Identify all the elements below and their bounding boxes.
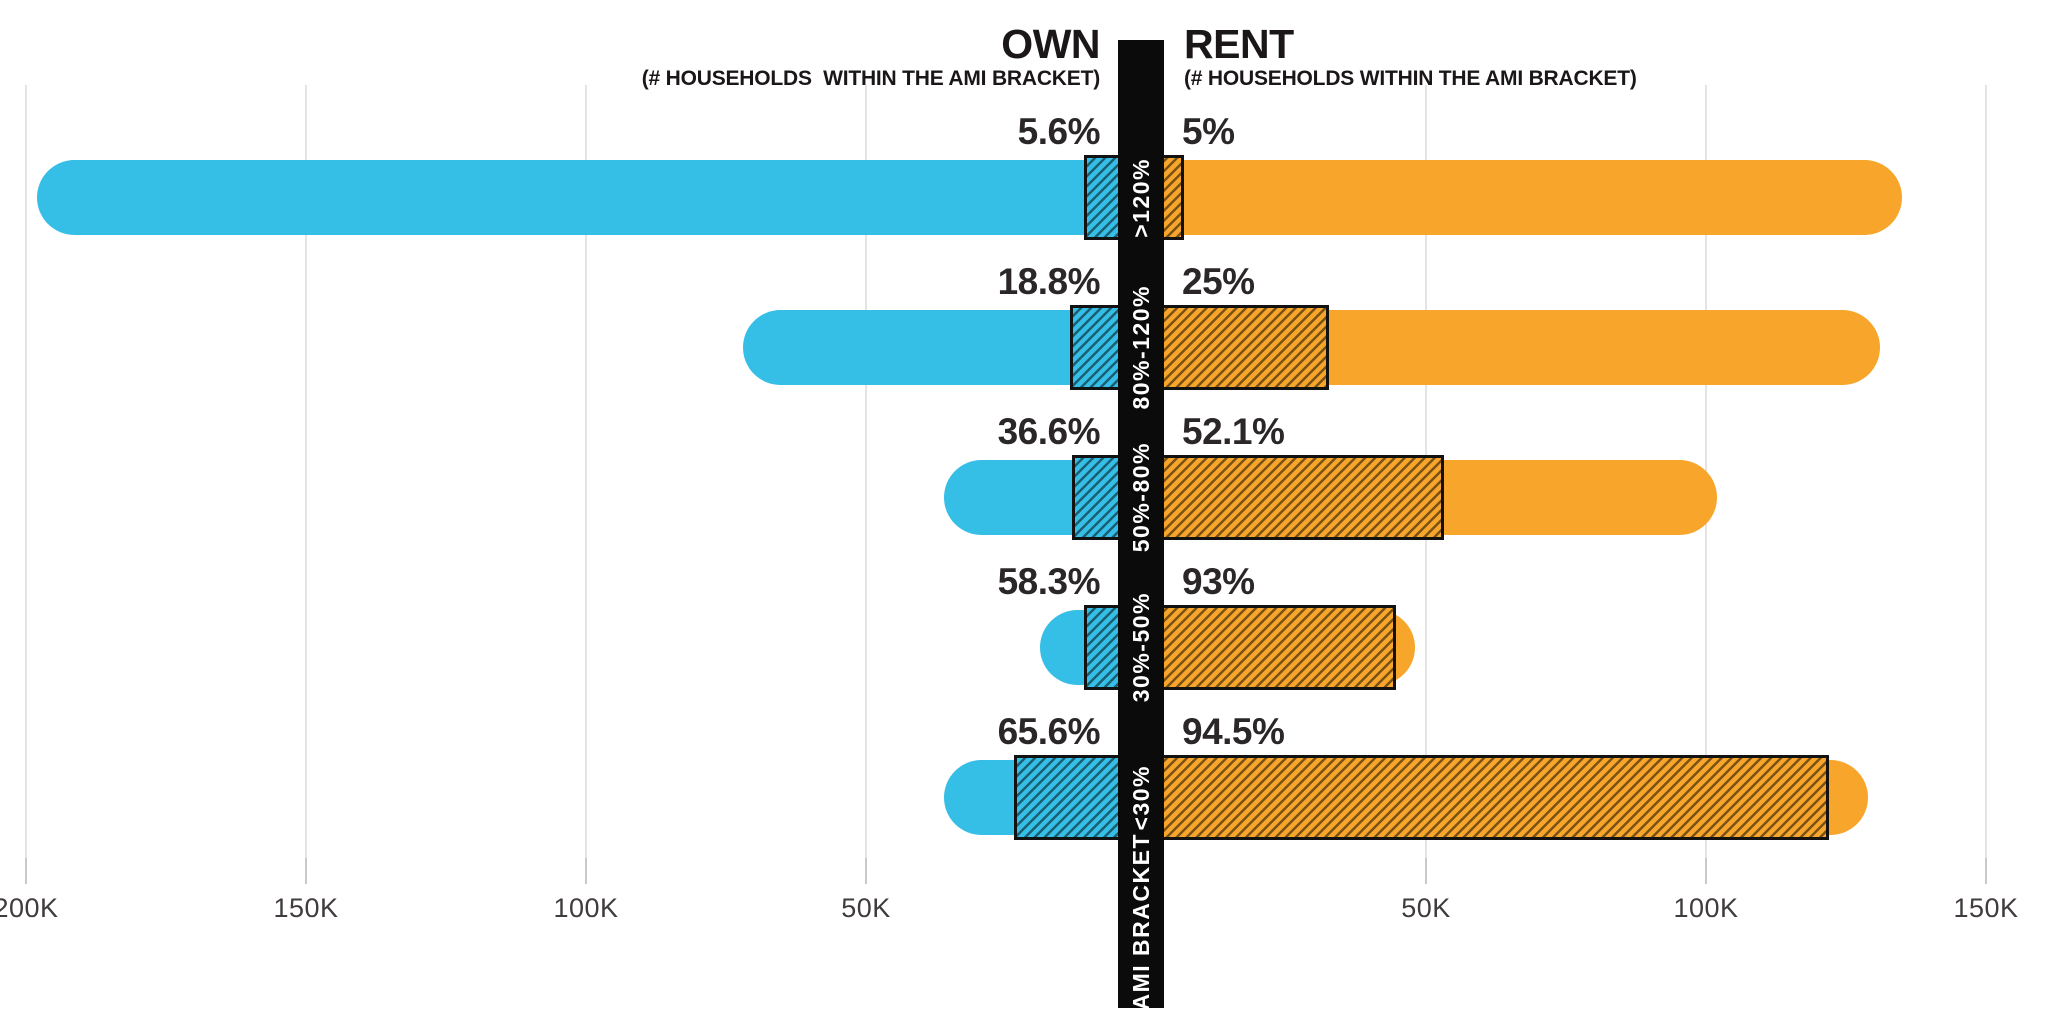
ami-bracket-spine: [1118, 40, 1164, 1008]
axis-tick: [305, 858, 307, 884]
bracket-label->120%: >120%: [1127, 157, 1154, 238]
axis-tick-label: 50K: [841, 893, 891, 923]
bracket-label-80%-120%: 80%-120%: [1127, 285, 1154, 410]
bracket-label-30%-50%: 30%-50%: [1127, 592, 1154, 703]
axis-tick: [1985, 858, 1987, 884]
bracket-cell: <30%: [1118, 755, 1164, 840]
gridline: [1985, 85, 1987, 884]
rent-subtitle: (# HOUSEHOLDS WITHIN THE AMI BRACKET): [1184, 67, 1637, 90]
axis-tick: [1705, 858, 1707, 884]
rent-pct-label: 94.5%: [1182, 711, 1285, 752]
gridline: [25, 85, 27, 884]
axis-tick-label: 200K: [0, 893, 59, 923]
gridline: [865, 85, 867, 884]
own-subtitle: (# HOUSEHOLDS WITHIN THE AMI BRACKET): [641, 67, 1100, 90]
own-pct-label: 5.6%: [1017, 111, 1101, 152]
axis-tick-label: 100K: [553, 893, 619, 923]
rent-header: RENT (# HOUSEHOLDS WITHIN THE AMI BRACKE…: [1184, 21, 1637, 91]
rent-title: RENT: [1184, 21, 1294, 67]
axis-tick: [1425, 858, 1427, 884]
bracket-label-<30%: <30%: [1127, 764, 1154, 831]
own-bar->120%: [37, 160, 1146, 235]
rent-pct-label: 52.1%: [1182, 411, 1285, 452]
axis-tick-label: 150K: [273, 893, 339, 923]
center-axis-label-cell: AMI BRACKET: [1118, 832, 1164, 1011]
rent-pct-label: 25%: [1182, 261, 1255, 302]
own-title: OWN: [1001, 21, 1100, 67]
own-hatch->120%: [1083, 155, 1146, 240]
bracket-cell: >120%: [1118, 155, 1164, 240]
rent-hatch-80%-120%: [1146, 305, 1330, 390]
rent-bar->120%: [1146, 160, 1902, 235]
bracket-cell: 30%-50%: [1118, 592, 1164, 702]
axis-tick: [865, 858, 867, 884]
rent-pct-label: 93%: [1182, 561, 1255, 602]
rent-hatch-30%-50%: [1146, 605, 1396, 690]
bracket-cell: 50%-80%: [1118, 442, 1164, 552]
rent-hatch-<30%: [1146, 755, 1829, 840]
bracket-cell: 80%-120%: [1118, 285, 1164, 410]
own-pct-label: 18.8%: [997, 261, 1101, 302]
rent-pct-label: 5%: [1182, 111, 1235, 152]
bracket-label-50%-80%: 50%-80%: [1127, 442, 1154, 553]
own-pct-label: 65.6%: [997, 711, 1101, 752]
own-pct-label: 58.3%: [997, 561, 1101, 602]
center-axis-label: AMI BRACKET: [1127, 832, 1154, 1011]
gridline: [585, 85, 587, 884]
own-header: OWN (# HOUSEHOLDS WITHIN THE AMI BRACKET…: [641, 21, 1101, 91]
own-pct-label: 36.6%: [997, 411, 1101, 452]
axis-tick: [585, 858, 587, 884]
rent-hatch-50%-80%: [1146, 455, 1444, 540]
gridline: [305, 85, 307, 884]
axis-tick: [25, 858, 27, 884]
axis-tick-label: 100K: [1673, 893, 1739, 923]
axis-tick-label: 150K: [1953, 893, 2019, 923]
axis-tick-label: 50K: [1401, 893, 1451, 923]
